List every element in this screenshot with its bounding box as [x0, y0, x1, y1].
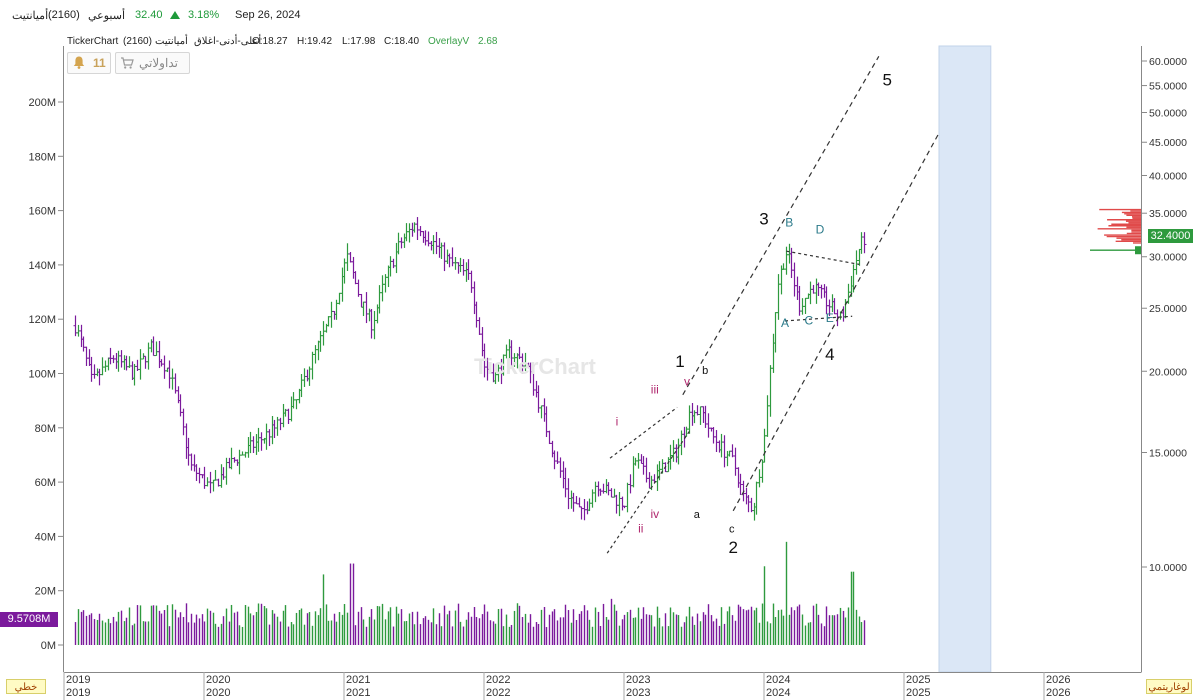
triangle-upper-line [786, 250, 860, 265]
right-axis-label: 30.0000 [1149, 252, 1187, 264]
right-axis-label: 25.0000 [1149, 303, 1187, 315]
bell-icon [73, 56, 85, 69]
right-axis-label: 15.0000 [1149, 447, 1187, 459]
wave-label-b: b [702, 365, 708, 377]
up-arrow-icon [170, 11, 180, 19]
x-axis-label: 2023 [626, 674, 650, 686]
symbol-code: (2160) [48, 9, 80, 21]
right-axis-label: 35.0000 [1149, 208, 1187, 220]
x-axis-label: 2026 [1046, 687, 1070, 699]
my-trades-label: تداولاتي [139, 56, 178, 70]
wedge-lower-line [606, 430, 691, 554]
ohlc-open: O:18.27 [252, 36, 288, 47]
x-axis-label: 2019 [66, 674, 90, 686]
x-axis-label: 2026 [1046, 674, 1070, 686]
wave-label-D: D [816, 222, 825, 236]
last-price: 32.40 [135, 9, 163, 21]
channel-upper-line [682, 56, 880, 396]
symbol-name[interactable]: أميانتيت [12, 10, 49, 22]
left-axis-label: 160M [28, 206, 56, 218]
left-axis-label: 20M [35, 586, 56, 598]
left-axis-label: 180M [28, 151, 56, 163]
wave-label-i: i [616, 415, 619, 429]
chart-symbol-code: (2160) [123, 36, 152, 47]
cart-icon [121, 57, 134, 69]
right-axis-label: 50.0000 [1149, 107, 1187, 119]
last-date: Sep 26, 2024 [235, 9, 301, 21]
wave-label-c: c [729, 523, 735, 535]
left-axis-label: 80M [35, 423, 56, 435]
chart-source-label: TickerChart [67, 36, 119, 47]
x-axis-label: 2021 [346, 674, 370, 686]
left-axis-label: 120M [28, 314, 56, 326]
wave-label-ii: ii [638, 521, 643, 535]
x-axis-label: 2022 [486, 687, 510, 699]
right-axis-label: 60.0000 [1149, 56, 1187, 68]
ohlc-field-label: أعلى-أدنى-اغلاق [194, 36, 262, 47]
ohlc-close: C:18.40 [384, 36, 420, 47]
wave-label-1: 1 [675, 352, 684, 371]
ohlc-low: L:17.98 [342, 36, 376, 47]
wave-label-iii: iii [651, 382, 659, 396]
chart-symbol-name: أميانتيت [155, 36, 188, 47]
right-axis-label: 10.0000 [1149, 562, 1187, 574]
wave-label-iv: iv [650, 507, 659, 521]
symbol-header: أميانتيت (2160) أسبوعي 32.40 3.18% Sep 2… [0, 0, 1194, 32]
last-price-badge: 32.4000 [1148, 229, 1193, 243]
x-axis-label: 2025 [906, 687, 930, 699]
x-axis-label: 2020 [206, 687, 230, 699]
right-axis-label: 45.0000 [1149, 137, 1187, 149]
alerts-button[interactable]: 11 [67, 52, 111, 74]
overlay-value: 2.68 [478, 36, 498, 47]
left-axis-label: 100M [28, 369, 56, 381]
wave-label-4: 4 [825, 345, 834, 364]
triangle-lower-line [784, 315, 853, 322]
wave-label-B: B [785, 215, 793, 229]
x-axis-label: 2019 [66, 687, 90, 699]
alerts-count: 11 [93, 56, 106, 70]
ohlc-high: H:19.42 [297, 36, 333, 47]
wedge-upper-line [609, 406, 678, 459]
right-axis-label: 20.0000 [1149, 366, 1187, 378]
change-percent: 3.18% [188, 9, 220, 21]
x-axis-label: 2021 [346, 687, 370, 699]
wave-label-A: A [781, 316, 789, 330]
left-axis-label: 200M [28, 97, 56, 109]
right-axis-label: 40.0000 [1149, 171, 1187, 183]
wave-label-2: 2 [728, 538, 737, 557]
last-price-marker [1135, 246, 1141, 255]
wave-label-E: E [826, 311, 834, 325]
watermark: TickerChart [474, 354, 596, 379]
my-trades-button[interactable]: تداولاتي [115, 52, 190, 74]
wave-label-v: v [684, 375, 690, 389]
left-axis-label: 140M [28, 260, 56, 272]
wave-label-C: C [804, 314, 813, 328]
left-axis-label: 40M [35, 531, 56, 543]
x-axis-label: 2024 [766, 687, 790, 699]
volume-value-badge: 9.5708M [0, 612, 58, 627]
x-axis-label: 2025 [906, 674, 930, 686]
forecast-band [938, 45, 992, 673]
right-axis-label: 55.0000 [1149, 81, 1187, 93]
wave-label-5: 5 [882, 71, 891, 90]
left-scale-toggle[interactable]: خطي [6, 679, 46, 694]
left-axis-label: 0M [41, 640, 56, 652]
right-scale-toggle[interactable]: لوغاريتمي [1146, 679, 1192, 694]
x-axis-label: 2023 [626, 687, 650, 699]
left-axis-label: 60M [35, 477, 56, 489]
wave-label-a: a [694, 509, 701, 521]
x-axis-label: 2024 [766, 674, 790, 686]
overlay-label: OverlayV [428, 36, 470, 47]
x-axis-label: 2020 [206, 674, 230, 686]
wave-label-3: 3 [759, 210, 768, 229]
x-axis-label: 2022 [486, 674, 510, 686]
period-label[interactable]: أسبوعي [88, 10, 126, 22]
